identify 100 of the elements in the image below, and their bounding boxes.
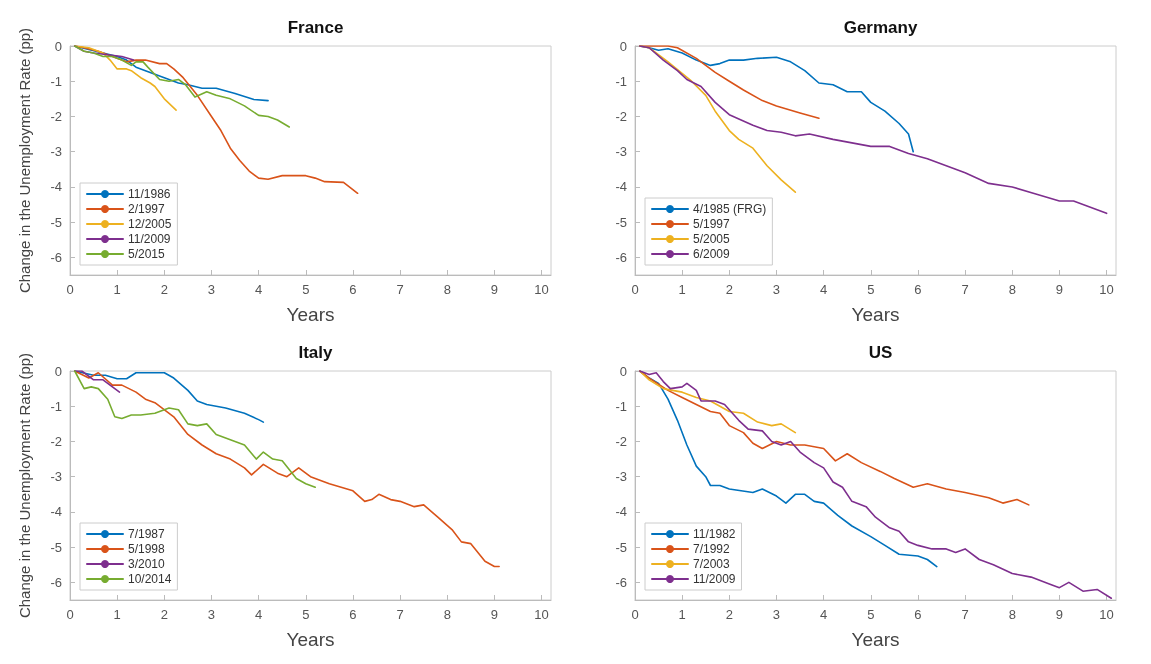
x-tick-label: 3 <box>207 282 216 297</box>
y-tick-label: -3 <box>50 469 62 485</box>
chart-title: Germany <box>843 18 918 37</box>
x-tick-label: 8 <box>443 282 451 297</box>
y-tick-label: -6 <box>615 574 627 590</box>
y-tick-label: -4 <box>615 179 627 195</box>
x-tick-label: 9 <box>1055 607 1064 622</box>
x-tick-label: 5 <box>302 607 310 622</box>
line-series <box>73 370 317 489</box>
x-tick-label: 3 <box>207 607 216 622</box>
y-tick-label: -6 <box>50 574 62 590</box>
line-series <box>638 370 1113 600</box>
line-series <box>638 45 1108 215</box>
legend-label: 11/1982 <box>693 527 736 541</box>
y-tick-label: -2 <box>615 433 627 449</box>
x-tick-label: 0 <box>66 282 74 297</box>
x-tick-label: 1 <box>113 607 121 622</box>
x-tick-label: 5 <box>867 282 875 297</box>
x-tick-label: 6 <box>349 607 357 622</box>
x-tick-label: 2 <box>725 282 733 297</box>
legend-label: 12/2005 <box>128 217 172 231</box>
x-tick-label: 1 <box>678 282 686 297</box>
x-tick-label: 2 <box>160 282 168 297</box>
chart-title: US <box>868 343 893 362</box>
legend-label: 5/1998 <box>128 542 166 556</box>
legend-label: 11/1986 <box>128 187 171 201</box>
legend-label: 7/1992 <box>693 542 731 556</box>
x-tick-label: 4 <box>820 282 828 297</box>
y-tick-label: -6 <box>50 249 62 265</box>
y-tick-label: -5 <box>615 539 627 555</box>
y-tick-label: -5 <box>50 539 62 555</box>
x-tick-label: 3 <box>772 282 781 297</box>
y-tick-label: -3 <box>615 144 627 160</box>
x-tick-label: 8 <box>443 607 451 622</box>
x-tick-label: 4 <box>255 282 263 297</box>
x-axis-title: Years <box>851 629 900 650</box>
y-tick-label: 0 <box>54 363 62 379</box>
x-tick-label: 6 <box>914 282 922 297</box>
y-tick-label: -2 <box>615 108 627 124</box>
chart-title: Italy <box>298 343 334 362</box>
x-tick-label: 0 <box>66 607 74 622</box>
x-tick-label: 1 <box>678 607 686 622</box>
y-axis-title: Change in the Unemployment Rate (pp) <box>16 27 33 294</box>
y-tick-label: -1 <box>50 73 62 89</box>
y-tick-label: -1 <box>615 73 627 89</box>
legend-label: 2/1997 <box>128 202 166 216</box>
x-tick-label: 10 <box>1099 607 1114 622</box>
y-tick-label: -6 <box>615 249 627 265</box>
legend-label: 7/1987 <box>128 527 166 541</box>
y-tick-label: -4 <box>50 179 62 195</box>
x-tick-label: 2 <box>160 607 168 622</box>
x-tick-label: 6 <box>349 282 357 297</box>
x-tick-label: 4 <box>255 607 263 622</box>
legend-label: 10/2014 <box>128 572 172 586</box>
line-series <box>638 370 797 434</box>
x-tick-label: 0 <box>631 282 639 297</box>
legend-label: 7/2003 <box>693 557 731 571</box>
y-axis-title: Change in the Unemployment Rate (pp) <box>16 352 33 619</box>
x-axis-title: Years <box>851 304 900 325</box>
y-tick-label: -2 <box>50 433 62 449</box>
legend-label: 4/1985 (FRG) <box>693 202 767 216</box>
x-tick-label: 5 <box>867 607 875 622</box>
legend-label: 11/2009 <box>128 232 171 246</box>
x-tick-label: 7 <box>396 282 404 297</box>
y-tick-label: -1 <box>615 398 627 414</box>
y-tick-label: -4 <box>50 504 62 520</box>
y-tick-label: -5 <box>50 214 62 230</box>
line-series <box>73 45 291 128</box>
x-tick-label: 10 <box>534 282 549 297</box>
x-tick-label: 7 <box>396 607 404 622</box>
line-series <box>73 370 121 393</box>
x-tick-label: 8 <box>1008 607 1016 622</box>
legend-label: 5/2015 <box>128 247 166 261</box>
x-tick-label: 10 <box>1099 282 1114 297</box>
x-tick-label: 10 <box>534 607 549 622</box>
y-tick-label: 0 <box>54 38 62 54</box>
legend-label: 11/2009 <box>693 572 736 586</box>
y-tick-label: -5 <box>615 214 627 230</box>
legend-label: 6/2009 <box>693 247 731 261</box>
x-tick-label: 9 <box>1055 282 1064 297</box>
y-tick-label: -4 <box>615 504 627 520</box>
x-tick-label: 7 <box>961 607 969 622</box>
x-tick-label: 9 <box>490 282 499 297</box>
legend-label: 5/2005 <box>693 232 731 246</box>
x-tick-label: 1 <box>113 282 121 297</box>
y-tick-label: -3 <box>50 144 62 160</box>
x-tick-label: 9 <box>490 607 499 622</box>
x-tick-label: 3 <box>772 607 781 622</box>
x-tick-label: 7 <box>961 282 969 297</box>
y-tick-label: 0 <box>619 363 627 379</box>
y-tick-label: 0 <box>619 38 627 54</box>
x-tick-label: 8 <box>1008 282 1016 297</box>
x-axis-title: Years <box>286 304 335 325</box>
x-tick-label: 4 <box>820 607 828 622</box>
x-axis-title: Years <box>286 629 335 650</box>
chart-title: France <box>287 18 344 37</box>
legend-label: 3/2010 <box>128 557 166 571</box>
y-tick-label: -1 <box>50 398 62 414</box>
x-tick-label: 0 <box>631 607 639 622</box>
x-tick-label: 6 <box>914 607 922 622</box>
